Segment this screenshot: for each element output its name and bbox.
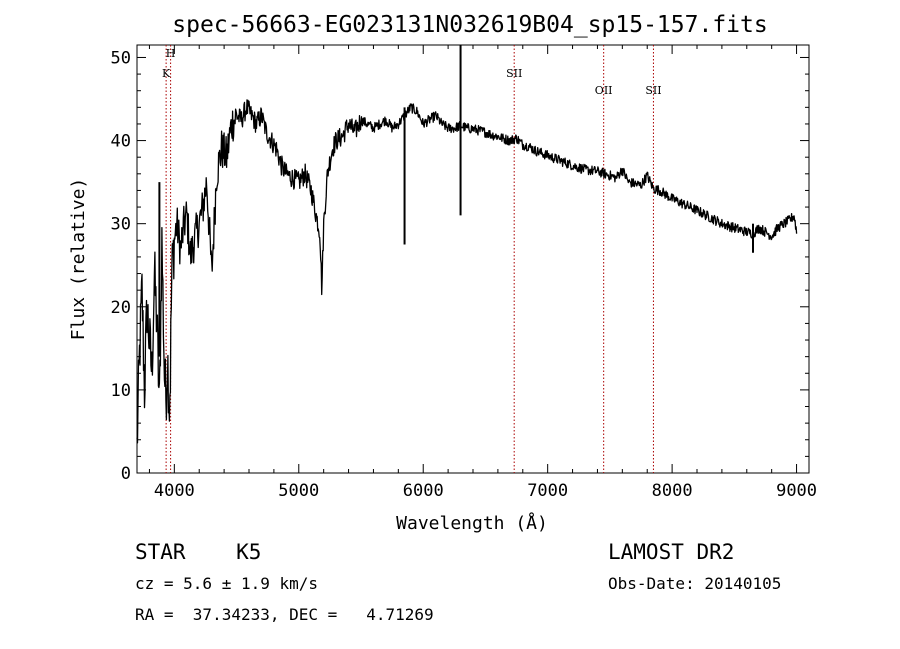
y-axis-label: Flux (relative) xyxy=(68,178,89,341)
y-tick-label: 30 xyxy=(111,215,131,235)
classification-label: STAR K5 xyxy=(135,540,262,564)
emission-line-label: K xyxy=(162,67,171,80)
x-tick-label: 9000 xyxy=(776,481,817,501)
y-tick-label: 0 xyxy=(121,464,131,484)
spectrum-line xyxy=(136,99,798,444)
x-tick-label: 7000 xyxy=(527,481,568,501)
chart-title: spec-56663-EG023131N032619B04_sp15-157.f… xyxy=(172,12,767,38)
emission-line-label: H xyxy=(166,47,176,60)
redshift-label: cz = 5.6 ± 1.9 km/s xyxy=(135,574,319,593)
x-axis-label: Wavelength (Å) xyxy=(396,512,548,534)
y-tick-label: 40 xyxy=(111,132,131,152)
emission-line-label: SII xyxy=(506,67,522,80)
obs-date-label: Obs-Date: 20140105 xyxy=(608,574,782,593)
x-tick-label: 8000 xyxy=(652,481,693,501)
survey-label: LAMOST DR2 xyxy=(608,540,735,564)
plot-frame xyxy=(136,44,810,474)
x-tick-label: 5000 xyxy=(278,481,319,501)
emission-line-label: SII xyxy=(645,84,661,97)
y-tick-label: 10 xyxy=(111,381,131,401)
axis-ticks: 4000 5000 6000 7000 8000 9000 0 10 20 30 40 50 xyxy=(111,45,817,501)
y-tick-label: 50 xyxy=(111,48,131,68)
emission-line-markers: HK SII OII SII xyxy=(162,45,662,473)
emission-line-label: OII xyxy=(595,84,613,97)
y-tick-label: 20 xyxy=(111,298,131,318)
x-tick-label: 4000 xyxy=(154,481,195,501)
spectrum-series xyxy=(136,45,798,444)
coordinates-label: RA = 37.34233, DEC = 4.71269 xyxy=(135,605,434,624)
x-tick-label: 6000 xyxy=(403,481,444,501)
